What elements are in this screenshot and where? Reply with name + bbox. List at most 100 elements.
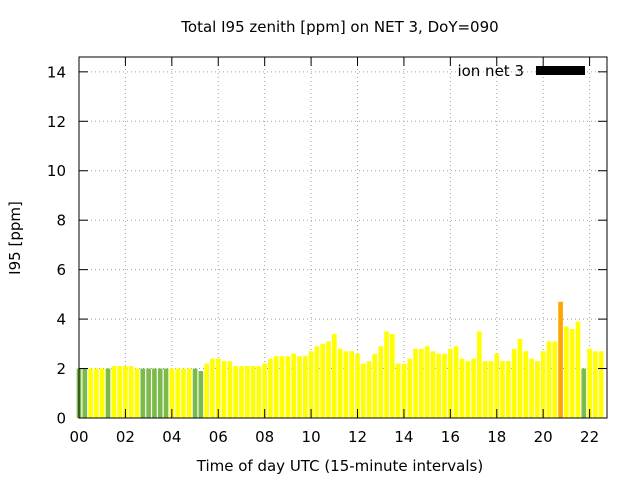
- x-tick-label: 12: [348, 428, 367, 446]
- bar: [331, 333, 337, 418]
- bar: [163, 368, 169, 418]
- y-tick-label: 0: [56, 410, 66, 428]
- bar: [244, 366, 250, 418]
- x-tick-label: 22: [580, 428, 599, 446]
- bar: [285, 356, 291, 418]
- bar: [575, 321, 581, 418]
- bar: [128, 366, 134, 418]
- bar: [407, 358, 413, 418]
- y-tick-label: 10: [47, 162, 66, 180]
- bar: [581, 368, 587, 418]
- bar: [337, 348, 343, 418]
- bar: [320, 343, 326, 418]
- bar: [273, 356, 279, 418]
- bar: [459, 358, 465, 418]
- x-tick-label: 00: [69, 428, 88, 446]
- bar: [355, 353, 360, 418]
- bar: [529, 358, 534, 418]
- x-tick-label: 04: [162, 428, 181, 446]
- x-tick-label: 14: [394, 428, 413, 446]
- bar: [140, 368, 146, 418]
- bar: [453, 346, 459, 418]
- bar: [482, 361, 488, 418]
- bar: [349, 351, 355, 418]
- bar: [152, 368, 157, 418]
- y-axis-label: I95 [ppm]: [6, 201, 24, 275]
- bar: [546, 341, 552, 418]
- bar: [564, 326, 569, 418]
- bar: [123, 366, 128, 418]
- x-tick-label: 06: [209, 428, 228, 446]
- bar: [389, 333, 395, 418]
- bar: [227, 361, 233, 418]
- bar: [378, 346, 384, 418]
- legend: ion net 3: [457, 62, 585, 80]
- bar: [593, 351, 598, 418]
- bar: [250, 366, 256, 418]
- bar: [186, 368, 192, 418]
- bar: [215, 358, 221, 418]
- bar: [395, 363, 401, 418]
- bar: [494, 353, 500, 418]
- bar: [401, 363, 407, 418]
- bar: [500, 361, 505, 418]
- bar: [175, 368, 180, 418]
- bar: [372, 353, 378, 418]
- bar: [506, 361, 511, 418]
- bar: [360, 363, 366, 418]
- bar: [291, 353, 297, 418]
- bar: [268, 358, 273, 418]
- bar: [314, 346, 320, 418]
- x-tick-label: 16: [441, 428, 460, 446]
- bar: [523, 351, 529, 418]
- bar: [552, 341, 558, 418]
- bar: [471, 358, 476, 418]
- bar: [558, 301, 563, 418]
- bar: [297, 356, 302, 418]
- bar: [105, 368, 111, 418]
- bar: [181, 368, 186, 418]
- bar: [99, 368, 105, 418]
- bar: [569, 328, 575, 418]
- y-tick-label: 2: [56, 360, 66, 378]
- bar: [587, 348, 592, 418]
- bar: [419, 348, 424, 418]
- bar: [430, 351, 436, 418]
- bar: [488, 361, 494, 418]
- bar: [88, 368, 93, 418]
- bar: [465, 361, 471, 418]
- bar: [477, 331, 482, 418]
- x-tick-label: 02: [116, 428, 135, 446]
- y-tick-label: 14: [47, 63, 66, 81]
- bar: [366, 361, 372, 418]
- x-tick-label: 18: [487, 428, 506, 446]
- bar: [233, 366, 238, 418]
- bar: [239, 366, 244, 418]
- bar: [146, 368, 151, 418]
- bar: [157, 368, 163, 418]
- bar: [169, 368, 175, 418]
- plot-frame: [78, 56, 608, 419]
- x-tick-label: 10: [302, 428, 321, 446]
- bar: [384, 331, 389, 418]
- y-tick-label: 4: [56, 311, 66, 329]
- bar: [192, 368, 198, 418]
- bar: [517, 338, 523, 418]
- bar: [540, 351, 546, 418]
- y-tick-label: 12: [47, 113, 66, 131]
- bar: [210, 358, 215, 418]
- y-tick-label: 6: [56, 261, 66, 279]
- bar: [424, 346, 430, 418]
- bar: [302, 356, 308, 418]
- bar: [111, 366, 117, 418]
- bar: [256, 366, 262, 418]
- x-tick-label: 08: [255, 428, 274, 446]
- y-tick-label: 8: [56, 212, 66, 230]
- bar: [134, 368, 140, 418]
- bar: [204, 363, 209, 418]
- bar: [448, 348, 453, 418]
- bar: [413, 348, 418, 418]
- bar: [279, 356, 285, 418]
- chart-title: Total I95 zenith [ppm] on NET 3, DoY=090: [180, 18, 498, 36]
